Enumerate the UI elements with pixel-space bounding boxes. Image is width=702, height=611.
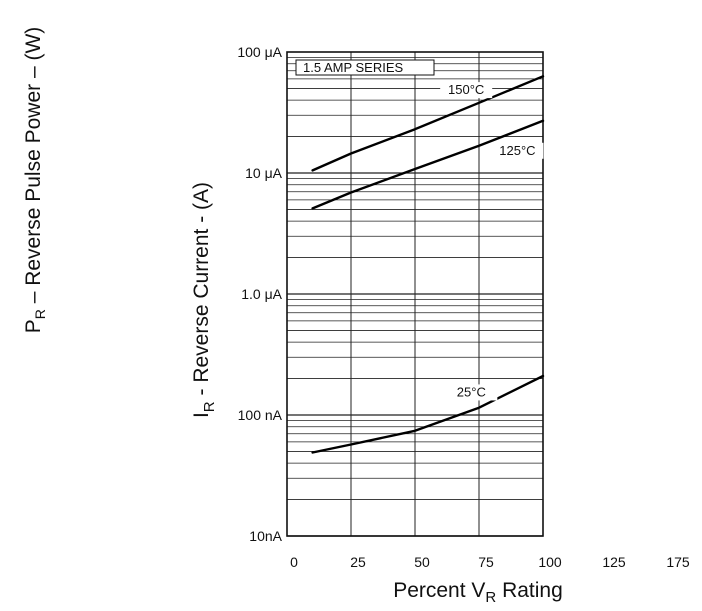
series-labels: 150°C 125°C 25°C [440,82,544,401]
x-axis-title-rest: Rating [496,579,563,602]
y-tick-label: 1.0 μA [241,286,282,302]
y-axis-title: IR - Reverse Current - (A) [190,182,218,418]
x-tick-label: 175 [666,554,690,570]
external-y-label: PR – Reverse Pulse Power – (W) [22,27,48,334]
series-label: 25°C [457,384,486,399]
x-tick-label: 75 [478,554,494,570]
y-axis-title-rest: - Reverse Current - (A) [190,182,213,401]
x-tick-label: 125 [602,554,626,570]
y-tick-labels: 100 μA 10 μA 1.0 μA 100 nA 10nA [237,44,282,544]
external-y-label-rest: – Reverse Pulse Power – (W) [22,27,45,309]
series-note: 1.5 AMP SERIES [295,59,435,76]
y-axis-title-main: I [190,412,213,418]
y-tick-label: 100 nA [238,407,283,423]
y-tick-label: 10nA [249,528,282,544]
x-axis-title: Percent VR Rating [393,579,563,606]
external-y-label-sub: R [32,309,48,319]
x-tick-label: 25 [350,554,366,570]
external-y-label-main: P [22,319,45,333]
series-lines [311,75,545,454]
series-label: 125°C [499,143,535,158]
x-tick-label: 50 [414,554,430,570]
series-line [311,119,545,210]
x-tick-labels: 0 25 50 75 100 125 175 [290,554,690,570]
y-tick-label: 10 μA [245,165,283,181]
x-axis-title-main: Percent V [393,579,485,602]
x-tick-label: 100 [538,554,562,570]
series-label-bg [491,142,544,159]
plot-frame [286,51,544,537]
y-axis-title-sub: R [201,401,218,412]
grid [287,52,543,537]
series-label-bg [440,82,493,99]
x-tick-label: 0 [290,554,298,570]
series-line [311,374,545,454]
series-label-bg [445,384,498,401]
series-label: 150°C [448,82,484,97]
series-line [311,75,545,172]
series-note-text: 1.5 AMP SERIES [303,60,404,75]
y-tick-label: 100 μA [237,44,282,60]
x-axis-title-sub: R [485,589,496,606]
